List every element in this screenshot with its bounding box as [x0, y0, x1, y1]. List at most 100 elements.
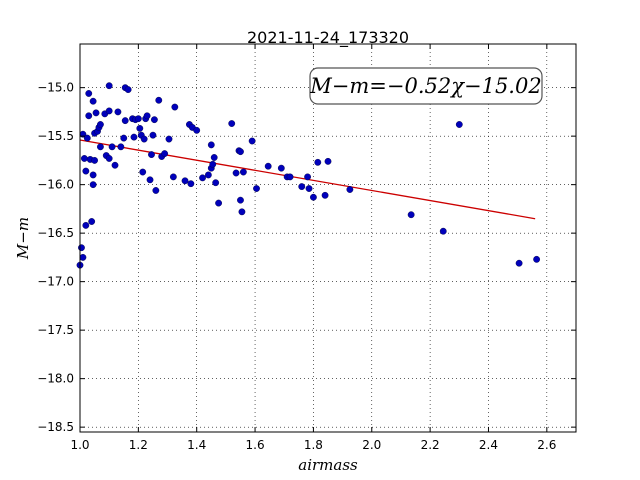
data-point: [92, 109, 100, 117]
data-point: [140, 135, 148, 143]
data-point: [83, 134, 91, 142]
data-point: [85, 90, 93, 97]
data-point: [187, 180, 195, 188]
data-point: [78, 244, 85, 252]
data-point: [89, 171, 97, 179]
data-point: [88, 218, 96, 225]
data-point: [146, 176, 154, 184]
data-point: [305, 185, 313, 192]
x-tick-label: 1.4: [187, 438, 206, 452]
data-point: [304, 173, 311, 181]
y-tick-label: −17.0: [37, 275, 74, 289]
data-point: [238, 208, 246, 216]
data-point: [264, 162, 272, 170]
data-point: [121, 117, 129, 125]
x-tick-label: 1.2: [129, 438, 148, 452]
x-axis-ticks: 1.0 1.2 1.4 1.6 1.8 2.0 2.2 2.4 2.6: [70, 44, 556, 452]
data-point: [277, 164, 285, 172]
data-point: [136, 124, 144, 132]
data-point: [209, 160, 217, 168]
data-point: [193, 126, 201, 134]
y-tick-label: −18.5: [37, 420, 74, 434]
data-point: [97, 121, 104, 128]
data-point: [91, 156, 98, 164]
data-point: [239, 168, 247, 176]
data-point: [314, 158, 322, 166]
data-point: [248, 137, 256, 145]
data-point: [105, 107, 113, 115]
x-tick-label: 2.2: [421, 438, 440, 452]
data-point: [155, 96, 163, 104]
data-point: [204, 171, 212, 179]
data-point: [139, 168, 147, 176]
data-point: [298, 183, 306, 190]
data-point: [161, 150, 169, 158]
data-point: [124, 86, 132, 93]
y-tick-label: −15.0: [37, 81, 74, 95]
data-point: [237, 196, 244, 204]
y-tick-label: −16.0: [37, 178, 74, 192]
data-point: [199, 174, 206, 182]
y-tick-label: −17.5: [37, 323, 74, 337]
y-axis-ticks: −15.0 −15.5 −16.0 −16.5 −17.0 −17.5 −18.0 −18.5: [37, 81, 576, 434]
y-axis-label: M−m: [14, 217, 32, 260]
data-points: [76, 82, 541, 269]
data-point: [533, 255, 541, 263]
data-point: [346, 186, 354, 193]
data-point: [105, 155, 113, 162]
data-point: [114, 108, 122, 116]
annotation-box: [309, 67, 543, 105]
data-point: [210, 154, 218, 161]
data-point: [80, 155, 88, 162]
x-tick-label: 2.6: [537, 438, 556, 452]
data-point: [286, 173, 294, 181]
data-point: [134, 115, 142, 123]
data-point: [439, 227, 447, 235]
data-point: [310, 193, 317, 201]
data-point: [237, 148, 244, 156]
chart-title: 2021-11-24_173320: [247, 28, 409, 48]
data-point: [149, 131, 157, 139]
data-point: [89, 181, 97, 189]
x-tick-label: 1.6: [246, 438, 265, 452]
data-point: [97, 143, 104, 151]
data-point: [108, 143, 116, 151]
x-tick-label: 2.4: [479, 438, 498, 452]
data-point: [455, 121, 463, 128]
x-tick-label: 1.0: [70, 438, 89, 452]
data-point: [120, 134, 128, 142]
data-point: [82, 221, 90, 229]
data-point: [150, 116, 158, 124]
data-point: [321, 191, 329, 199]
data-point: [165, 135, 173, 143]
data-point: [82, 167, 90, 175]
data-point: [212, 179, 220, 187]
plot-frame: [79, 43, 577, 433]
data-point: [228, 120, 236, 127]
data-point: [117, 143, 125, 151]
annotation-text: M−m=−0.52χ−15.02: [309, 74, 541, 98]
data-point: [152, 187, 160, 194]
x-tick-label: 1.8: [304, 438, 323, 452]
y-tick-label: −18.0: [37, 372, 74, 386]
data-point: [89, 97, 97, 105]
data-point: [515, 259, 523, 267]
data-point: [143, 112, 151, 120]
x-tick-label: 2.0: [362, 438, 381, 452]
data-point: [171, 103, 179, 111]
data-point: [85, 112, 93, 120]
data-point: [130, 133, 138, 141]
data-point: [232, 169, 240, 177]
data-point: [181, 177, 189, 185]
x-axis-label: airmass: [298, 456, 358, 474]
data-point: [169, 173, 177, 181]
data-point: [215, 199, 222, 207]
data-point: [79, 253, 87, 261]
fit-annotation: M−m=−0.52χ−15.02: [309, 67, 543, 105]
data-point: [253, 185, 260, 192]
data-point: [324, 157, 332, 165]
data-point: [148, 151, 155, 158]
y-tick-label: −15.5: [37, 129, 74, 143]
y-tick-label: −16.5: [37, 226, 74, 240]
